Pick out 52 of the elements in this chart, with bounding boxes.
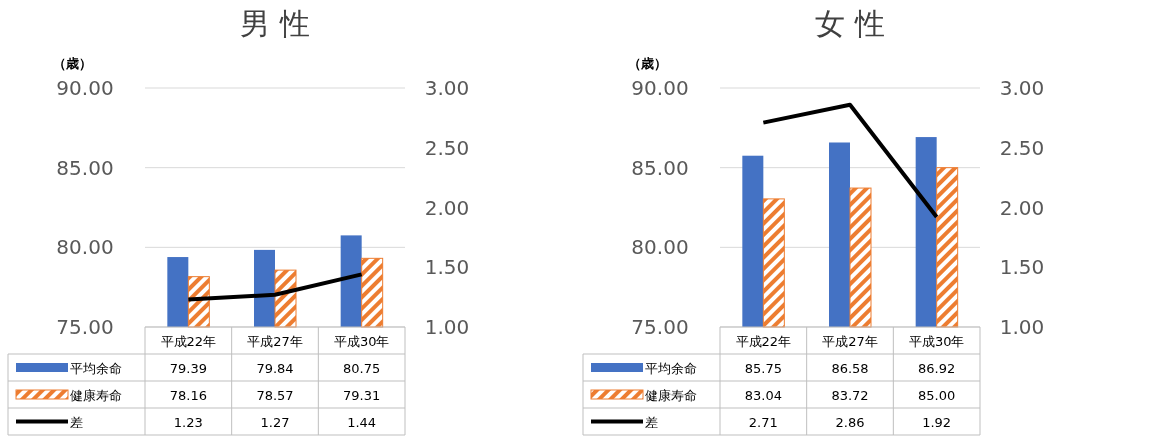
x-tick-label: 平成27年 bbox=[247, 334, 303, 349]
legend-label: 差 bbox=[645, 415, 658, 430]
data-label: 83.72 bbox=[831, 388, 869, 403]
y-tick-label: 75.00 bbox=[631, 315, 689, 339]
y-axis-title: （歳） bbox=[52, 56, 92, 71]
x-tick-label: 平成22年 bbox=[735, 334, 792, 349]
y-tick-label: 85.00 bbox=[631, 155, 689, 180]
data-label: 78.16 bbox=[169, 388, 207, 403]
x-tick-label: 平成27年 bbox=[822, 334, 878, 349]
data-label: 79.84 bbox=[256, 361, 294, 376]
y-tick-label: 80.00 bbox=[631, 235, 689, 260]
y2-tick-label: 1.50 bbox=[424, 255, 470, 280]
data-label: 78.57 bbox=[256, 388, 294, 403]
x-tick-label: 平成30年 bbox=[908, 334, 965, 349]
legend-label: 平均余命 bbox=[645, 361, 697, 376]
data-label: 79.31 bbox=[343, 388, 381, 403]
data-label: 80.75 bbox=[343, 361, 381, 376]
data-label: 2.86 bbox=[835, 415, 865, 430]
y-tick-label: 90.00 bbox=[56, 76, 114, 100]
y-tick-label: 85.00 bbox=[56, 155, 114, 180]
x-tick-label: 平成22年 bbox=[160, 334, 217, 349]
y-axis-title: （歳） bbox=[627, 56, 667, 71]
y2-tick-label: 1.50 bbox=[999, 255, 1045, 280]
data-label: 1.27 bbox=[260, 415, 290, 430]
y2-tick-label: 2.00 bbox=[424, 195, 470, 220]
y-tick-label: 90.00 bbox=[631, 76, 689, 100]
y-tick-label: 80.00 bbox=[56, 235, 114, 260]
legend-label: 健康寿命 bbox=[70, 388, 122, 403]
y2-tick-label: 2.50 bbox=[999, 135, 1045, 160]
data-label: 1.44 bbox=[347, 415, 377, 430]
y2-tick-label: 3.00 bbox=[999, 76, 1045, 100]
chart-title: 男 性 bbox=[240, 6, 310, 41]
data-label: 86.58 bbox=[831, 361, 869, 376]
data-label: 1.92 bbox=[922, 415, 952, 430]
legend-label: 平均余命 bbox=[70, 361, 122, 376]
y2-tick-label: 1.00 bbox=[999, 315, 1045, 339]
y-tick-label: 75.00 bbox=[56, 315, 114, 339]
y2-tick-label: 3.00 bbox=[424, 76, 470, 100]
data-label: 85.75 bbox=[744, 361, 782, 376]
data-label: 86.92 bbox=[918, 361, 956, 376]
x-tick-label: 平成30年 bbox=[333, 334, 390, 349]
legend-label: 健康寿命 bbox=[645, 388, 697, 403]
legend-label: 差 bbox=[70, 415, 83, 430]
data-label: 79.39 bbox=[169, 361, 207, 376]
y2-tick-label: 2.50 bbox=[424, 135, 470, 160]
data-label: 83.04 bbox=[744, 388, 782, 403]
data-label: 1.23 bbox=[173, 415, 203, 430]
y2-tick-label: 2.00 bbox=[999, 195, 1045, 220]
data-label: 85.00 bbox=[918, 388, 956, 403]
data-label: 2.71 bbox=[748, 415, 778, 430]
chart-title: 女 性 bbox=[815, 6, 885, 41]
y2-tick-label: 1.00 bbox=[424, 315, 470, 339]
